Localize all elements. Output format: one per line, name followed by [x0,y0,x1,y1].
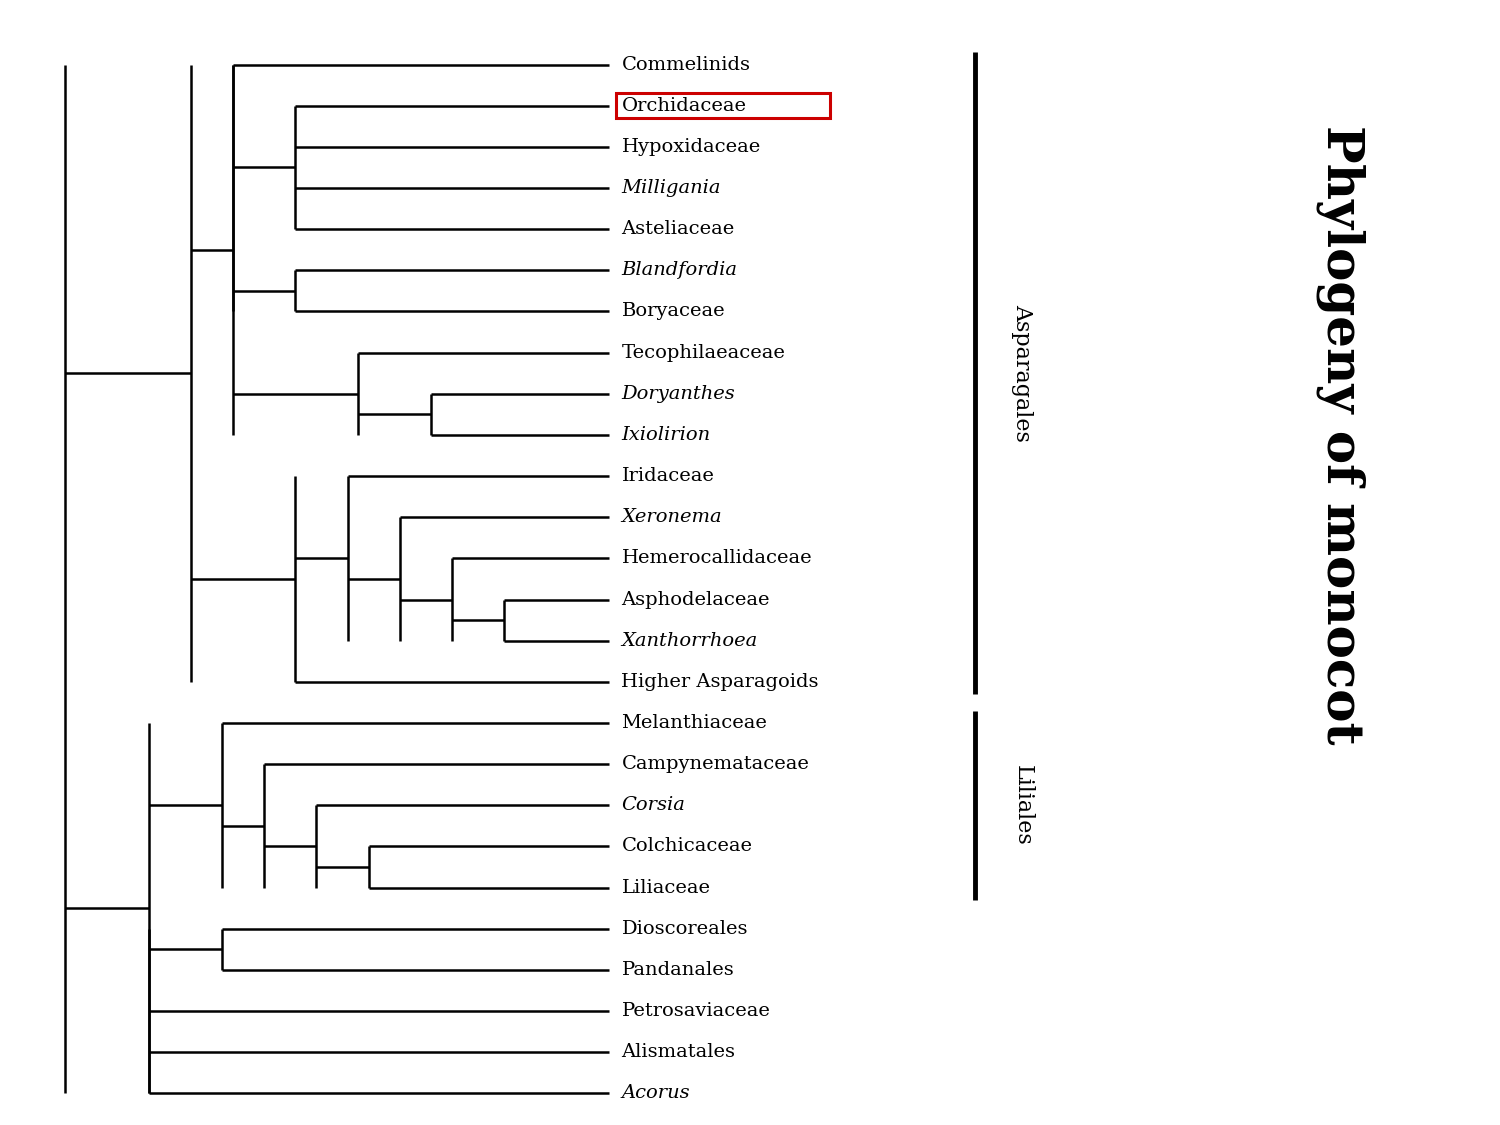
Text: Ixiolirion: Ixiolirion [621,426,711,444]
Text: Xeronema: Xeronema [621,508,722,526]
Text: Acorus: Acorus [621,1084,690,1102]
Text: Xanthorrhoea: Xanthorrhoea [621,632,758,650]
Text: Liliaceae: Liliaceae [621,879,711,897]
Text: Iridaceae: Iridaceae [621,467,714,485]
Text: Boryaceae: Boryaceae [621,303,724,321]
Text: Asparagales: Asparagales [1011,304,1034,442]
Text: Phylogeny of monocot: Phylogeny of monocot [1316,125,1365,745]
Text: Dioscoreales: Dioscoreales [621,920,748,938]
Text: Commelinids: Commelinids [621,55,750,73]
Text: Tecophilaeaceae: Tecophilaeaceae [621,343,786,361]
Text: Hemerocallidaceae: Hemerocallidaceae [621,549,812,567]
Text: Hypoxidaceae: Hypoxidaceae [621,138,760,156]
Text: Doryanthes: Doryanthes [621,385,735,403]
Text: Alismatales: Alismatales [621,1043,735,1061]
Text: Asteliaceae: Asteliaceae [621,220,735,238]
Text: Petrosaviaceae: Petrosaviaceae [621,1002,771,1020]
Text: Colchicaceae: Colchicaceae [621,837,753,855]
Text: Orchidaceae: Orchidaceae [621,97,747,115]
Text: Blandfordia: Blandfordia [621,261,738,279]
Text: Asphodelaceae: Asphodelaceae [621,591,770,609]
Text: Liliales: Liliales [1011,765,1034,846]
Text: Milligania: Milligania [621,179,722,197]
Text: Melanthiaceae: Melanthiaceae [621,714,768,732]
Text: Campynemataceae: Campynemataceae [621,755,810,773]
Text: Higher Asparagoids: Higher Asparagoids [621,673,819,691]
Text: Corsia: Corsia [621,796,686,814]
Text: Pandanales: Pandanales [621,961,734,979]
